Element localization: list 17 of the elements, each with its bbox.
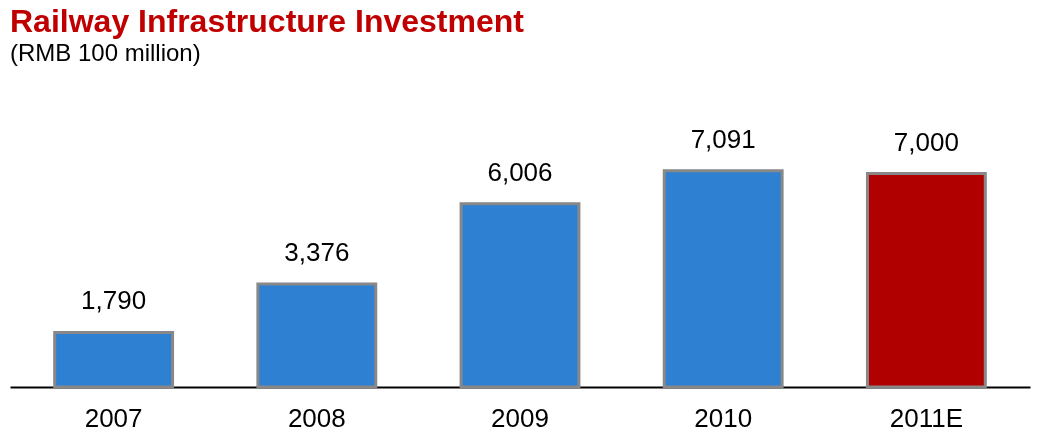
x-tick-label: 2008 <box>287 402 346 433</box>
data-label: 1,790 <box>81 285 147 316</box>
x-tick-label: 2011E <box>889 402 964 433</box>
bar <box>865 172 987 389</box>
data-label: 6,006 <box>487 156 553 187</box>
x-tick-label: 2009 <box>491 402 549 433</box>
bar <box>662 169 784 389</box>
x-tick-label: 2007 <box>84 402 143 433</box>
chart-title: Railway Infrastructure Investment <box>10 2 525 39</box>
data-label: 7,000 <box>893 126 959 157</box>
bar <box>53 330 175 389</box>
bar <box>459 202 581 389</box>
chart-subtitle: (RMB 100 million) <box>10 38 201 66</box>
data-label: 3,376 <box>284 237 350 268</box>
bar <box>256 282 378 389</box>
x-tick-label: 2010 <box>694 402 753 433</box>
data-label: 7,091 <box>690 123 756 154</box>
